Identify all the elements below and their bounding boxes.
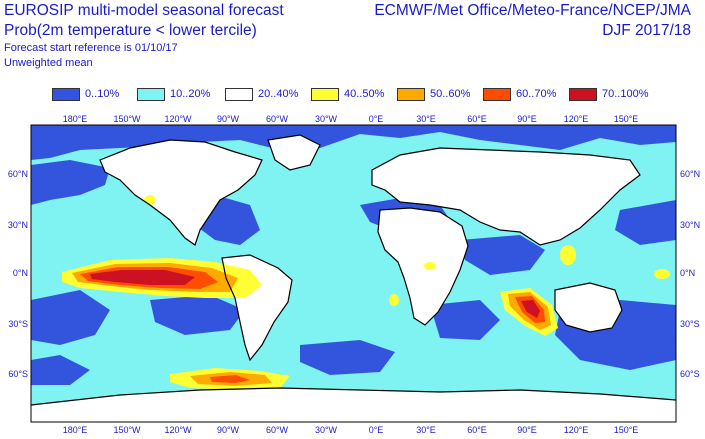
lon-label: 60°W [266, 114, 289, 124]
blue-region [150, 295, 245, 335]
dark-red-region [521, 300, 540, 318]
legend-label: 70..100% [602, 88, 649, 100]
legend-swatch [225, 88, 253, 101]
legend-swatch [52, 88, 80, 101]
lon-label: 150°W [113, 425, 141, 435]
coastline [99, 139, 263, 246]
north-america [100, 140, 262, 245]
above-normal-probability-regions [62, 195, 670, 390]
yellow-region [424, 262, 436, 270]
legend-label: 40..50% [344, 88, 385, 100]
coastline [221, 254, 293, 362]
coastline [377, 207, 469, 326]
coastlines [31, 134, 676, 406]
lat-label: 0°N [680, 268, 695, 278]
yellow-region [144, 195, 156, 205]
antarctica [31, 388, 676, 422]
forecast-reference: Forecast start reference is 01/10/17 [4, 42, 178, 54]
lon-label: 30°W [315, 114, 338, 124]
greenland [268, 135, 320, 170]
lon-label: 60°E [467, 114, 487, 124]
lon-label: 180°E [63, 425, 88, 435]
yellow-region [654, 269, 670, 279]
blue-region [615, 200, 676, 245]
legend-swatch [569, 88, 597, 101]
lon-label: 120°W [164, 114, 192, 124]
red-orange-region [210, 375, 250, 383]
lon-label: 150°E [614, 425, 639, 435]
australia [555, 283, 622, 332]
lat-label: 60°N [680, 169, 700, 179]
lat-label: 30°S [8, 319, 28, 329]
lon-label: 0°E [369, 114, 384, 124]
yellow-region [560, 245, 576, 265]
lat-label: 30°S [680, 319, 700, 329]
lon-label: 90°W [217, 114, 240, 124]
land-masses [31, 135, 676, 422]
legend-label: 20..40% [258, 88, 299, 100]
latitude-labels-right: 60°N 30°N 0°N 30°S 60°S [680, 169, 700, 379]
lon-label: 150°W [113, 114, 141, 124]
blue-region [31, 160, 110, 205]
dark-red-region [90, 270, 195, 285]
coastline [267, 134, 321, 171]
lat-label: 30°N [8, 220, 28, 230]
africa [378, 208, 468, 325]
eurasia [372, 148, 640, 245]
map-field [31, 125, 676, 422]
blue-region [460, 235, 545, 275]
lon-label: 30°E [416, 114, 436, 124]
latitude-labels-left: 60°N 30°N 0°N 30°S 60°S [8, 169, 28, 379]
lon-label: 90°E [517, 114, 537, 124]
map-frame [30, 124, 677, 423]
legend-label: 50..60% [430, 88, 471, 100]
lon-label: 120°W [164, 425, 192, 435]
yellow-region [389, 294, 399, 306]
lon-label: 60°E [467, 425, 487, 435]
longitude-labels-top: 180°E 150°W 120°W 90°W 60°W 30°W 0°E 30°… [63, 114, 639, 124]
lon-label: 120°E [564, 425, 589, 435]
lon-label: 30°W [315, 425, 338, 435]
blue-region [31, 125, 676, 160]
lon-label: 120°E [564, 114, 589, 124]
map-title: EUROSIP multi-model seasonal forecast [4, 2, 284, 19]
centres-title: ECMWF/Met Office/Meteo-France/NCEP/JMA [374, 2, 691, 19]
coastline [31, 387, 676, 406]
legend-swatch [311, 88, 339, 101]
legend: 0..10% 10..20% 20..40% 40..50% 50..60% 6… [0, 86, 705, 102]
lon-label: 90°W [217, 425, 240, 435]
lat-label: 60°S [680, 369, 700, 379]
lon-label: 60°W [266, 425, 289, 435]
blue-region [300, 340, 395, 375]
map-subtitle: Prob(2m temperature < lower tercile) [4, 22, 257, 39]
lat-label: 60°S [8, 369, 28, 379]
blue-region [31, 290, 110, 345]
coastline [371, 147, 641, 246]
legend-label: 60..70% [516, 88, 557, 100]
legend-label: 0..10% [85, 88, 120, 100]
legend-label: 10..20% [170, 88, 211, 100]
blue-region [430, 300, 500, 340]
lat-label: 30°N [680, 220, 700, 230]
lon-label: 0°E [369, 425, 384, 435]
lat-label: 60°N [8, 169, 28, 179]
lon-label: 90°E [517, 425, 537, 435]
legend-swatch [483, 88, 511, 101]
coastline [554, 282, 623, 333]
lon-label: 180°E [63, 114, 88, 124]
longitude-labels-bottom: 180°E 150°W 120°W 90°W 60°W 30°W 0°E 30°… [63, 425, 639, 435]
weighting-note: Unweighted mean [4, 57, 93, 69]
lon-label: 30°E [416, 425, 436, 435]
season-label: DJF 2017/18 [602, 22, 691, 39]
legend-swatch [137, 88, 165, 101]
legend-swatch [397, 88, 425, 101]
lon-label: 150°E [614, 114, 639, 124]
blue-region [31, 355, 90, 385]
lat-label: 0°N [13, 268, 28, 278]
